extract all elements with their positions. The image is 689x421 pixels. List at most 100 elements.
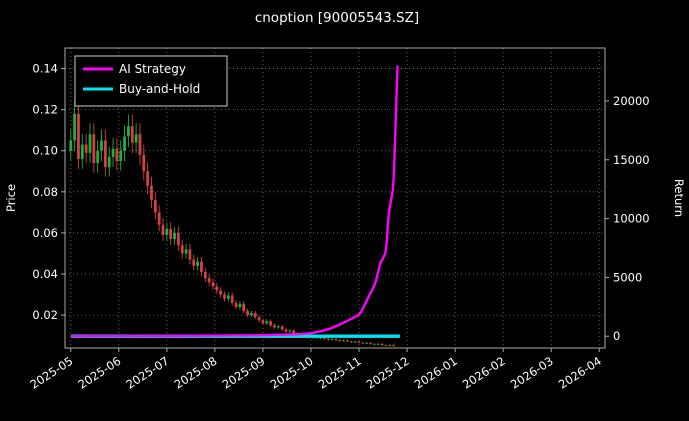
candle-body (284, 329, 288, 332)
candle-body (361, 342, 365, 344)
candle-body (353, 341, 357, 343)
candle-body (392, 344, 396, 346)
candle-body (92, 134, 96, 164)
x-tick-label: 2026-03 (508, 354, 556, 392)
candle-body (192, 259, 196, 266)
candle-body (334, 339, 338, 341)
candle-body (276, 326, 280, 328)
left-axis-label: Price (4, 184, 18, 212)
candle-body (346, 340, 349, 342)
candle-body (292, 330, 296, 334)
candle-body (142, 154, 146, 172)
right-tick-label: 20000 (613, 94, 650, 108)
candlestick-series (69, 101, 396, 347)
candle-body (342, 340, 346, 342)
candle-body (330, 339, 334, 340)
candle-body (153, 200, 157, 213)
candle-body (257, 317, 261, 321)
candle-body (111, 148, 115, 157)
candle-body (246, 311, 249, 316)
candle-body (173, 232, 176, 240)
candle-body (107, 156, 111, 168)
left-tick-label: 0.02 (32, 308, 58, 322)
candle-body (88, 134, 92, 153)
candle-body (234, 302, 238, 307)
legend-frame (74, 55, 228, 107)
candle-body (380, 343, 384, 346)
candle-body (138, 134, 142, 155)
x-tick-label: 2025-10 (268, 354, 316, 392)
candle-body (376, 343, 380, 345)
candle-body (188, 249, 192, 260)
candle-body (384, 345, 388, 346)
candle-body (388, 344, 392, 346)
candle-body (223, 294, 226, 299)
candle-body (219, 290, 223, 295)
candle-body (73, 113, 77, 141)
x-tick-label: 2026-04 (556, 354, 604, 392)
x-tick-label: 2025-09 (220, 354, 268, 392)
x-tick-label: 2025-07 (124, 354, 172, 392)
candle-body (96, 150, 100, 164)
candle-body (323, 337, 326, 339)
candle-body (369, 342, 372, 344)
candle-body (338, 340, 342, 342)
left-tick-label: 0.08 (32, 185, 58, 199)
candle-body (238, 303, 242, 307)
left-tick-label: 0.10 (32, 144, 58, 158)
right-axis-label: Return (672, 179, 686, 217)
candle-body (169, 228, 173, 240)
candle-body (230, 295, 234, 303)
candle-body (207, 278, 211, 283)
candle-body (215, 286, 219, 291)
candle-body (134, 134, 138, 143)
left-tick-label: 0.04 (32, 267, 58, 281)
candle-body (123, 136, 126, 151)
x-tick-label: 2026-01 (412, 354, 460, 392)
candle-body (77, 113, 80, 159)
x-tick-label: 2026-02 (460, 354, 508, 392)
candle-body (200, 261, 203, 272)
candle-body (372, 343, 376, 345)
legend: AI Strategy Buy-and-Hold (74, 55, 228, 107)
left-tick-label: 0.12 (32, 103, 58, 117)
candle-body (80, 144, 84, 159)
x-tick-label: 2025-08 (172, 354, 220, 392)
candle-body (265, 321, 269, 324)
candle-body (349, 341, 353, 343)
candle-body (176, 232, 180, 246)
candle-body (165, 228, 169, 235)
legend-label: Buy-and-Hold (119, 82, 200, 96)
candle-body (161, 224, 165, 235)
right-tick-label: 15000 (613, 153, 650, 167)
candle-body (127, 126, 130, 137)
candle-body (203, 271, 207, 279)
candle-body (211, 282, 215, 287)
candle-body (250, 313, 253, 316)
candle-body (180, 245, 184, 254)
candle-body (288, 330, 292, 332)
right-tick-label: 5000 (613, 270, 642, 284)
chart-title: cnoption [90005543.SZ] (255, 10, 419, 26)
candle-body (242, 303, 246, 312)
candle-body (103, 140, 107, 168)
candle-body (196, 261, 199, 266)
candle-body (115, 148, 119, 162)
right-tick-label: 10000 (613, 212, 650, 226)
candle-body (157, 212, 161, 225)
candle-body (69, 140, 73, 151)
candle-body (269, 321, 273, 326)
candle-body (253, 313, 257, 318)
candle-body (184, 249, 188, 254)
legend-label: AI Strategy (119, 62, 186, 76)
candle-body (100, 140, 103, 151)
candle-body (150, 185, 153, 201)
candle-body (84, 144, 88, 153)
x-tick-label: 2025-11 (316, 354, 364, 392)
candle-body (226, 295, 230, 299)
x-tick-label: 2025-12 (364, 354, 412, 392)
candle-body (280, 326, 284, 330)
ai-strategy-line (70, 65, 399, 338)
candle-body (261, 320, 265, 324)
candle-body (146, 171, 150, 186)
